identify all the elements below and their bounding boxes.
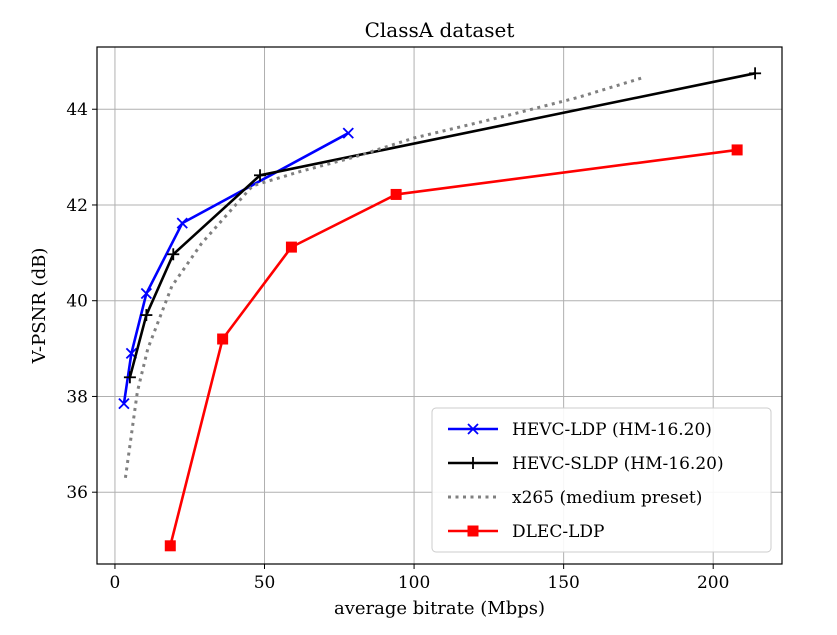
- y-axis-label: V-PSNR (dB): [29, 248, 50, 365]
- legend-marker: [467, 423, 479, 435]
- series-1: [123, 67, 762, 384]
- legend-label: x265 (medium preset): [512, 488, 702, 508]
- legend-label: DLEC-LDP: [512, 522, 604, 542]
- series-layer: [118, 67, 762, 552]
- data-point: [118, 397, 130, 410]
- legend-label: HEVC-LDP (HM-16.20): [512, 420, 712, 440]
- x-tick-label: 0: [110, 573, 121, 593]
- data-point: [140, 309, 153, 322]
- plot-frame: [96, 46, 783, 565]
- data-point: [731, 144, 743, 156]
- data-point: [254, 169, 267, 182]
- series-3: [164, 144, 743, 552]
- x-tick-label: 50: [254, 573, 276, 593]
- y-tick-label: 38: [66, 387, 88, 407]
- data-point: [123, 371, 136, 384]
- data-point: [749, 67, 762, 80]
- x-tick-label: 100: [398, 573, 430, 593]
- series-line: [122, 132, 349, 404]
- data-point: [176, 217, 188, 229]
- data-point: [342, 127, 354, 139]
- legend-entry: x265 (medium preset): [448, 488, 702, 508]
- series-line: [128, 72, 756, 378]
- chart-title: ClassA dataset: [365, 18, 515, 42]
- y-tick-label: 44: [66, 100, 88, 120]
- x-tick-label: 200: [697, 573, 729, 593]
- series-0: [118, 127, 354, 410]
- data-point: [140, 287, 152, 300]
- legend-entry: DLEC-LDP: [448, 522, 604, 542]
- legend-box: [431, 407, 772, 553]
- data-point: [164, 540, 176, 552]
- y-tick-label: 40: [66, 292, 88, 312]
- data-point: [167, 248, 180, 261]
- data-point: [217, 333, 229, 345]
- y-tick-label: 42: [66, 196, 88, 216]
- legend-marker: [467, 457, 479, 469]
- data-point: [285, 241, 297, 253]
- series-line: [123, 76, 642, 479]
- legend-entry: HEVC-SLDP (HM-16.20): [448, 454, 724, 474]
- x-tick-label: 150: [547, 573, 579, 593]
- legend-marker: [467, 525, 479, 537]
- series-2: [123, 76, 642, 479]
- axis-ticks: 0 50 100 150 200 36 38 40 42 44: [66, 100, 729, 593]
- legend-label: HEVC-SLDP (HM-16.20): [512, 454, 724, 474]
- legend-entry: HEVC-LDP (HM-16.20): [448, 420, 712, 440]
- data-point: [390, 188, 402, 200]
- legend: HEVC-LDP (HM-16.20) HEVC-SLDP (HM-16.20) x…: [431, 407, 772, 553]
- x-axis-label: average bitrate (Mbps): [334, 598, 545, 619]
- y-tick-label: 36: [66, 483, 88, 503]
